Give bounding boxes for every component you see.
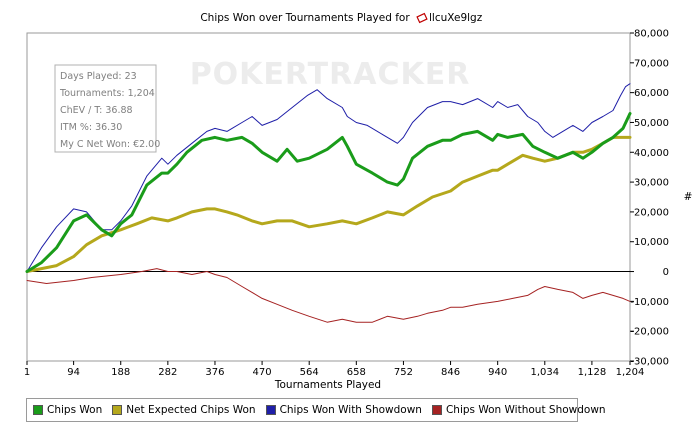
info-box: Days Played: 23 Tournaments: 1,204 ChEV … xyxy=(54,64,160,153)
info-net-won: My C Net Won: €2.00 xyxy=(60,139,160,150)
legend-swatch-with-showdown xyxy=(265,405,276,415)
legend-item-with-showdown[interactable]: Chips Won With Showdown xyxy=(265,404,422,416)
y-tick-label: 10,000 xyxy=(634,237,669,248)
legend-swatch-without-showdown xyxy=(431,405,442,415)
legend-label-chips-won: Chips Won xyxy=(47,404,103,416)
info-days-played: Days Played: 23 xyxy=(60,71,137,82)
x-tick-label: 658 xyxy=(347,367,366,378)
x-tick-label: 188 xyxy=(111,367,130,378)
y-tick-label: 30,000 xyxy=(634,178,669,189)
player-name: llcuXe9lgz xyxy=(429,12,483,24)
x-tick-label: 1 xyxy=(24,367,30,378)
info-tournaments: Tournaments: 1,204 xyxy=(59,88,155,99)
x-tick-label: 752 xyxy=(394,367,413,378)
x-tick-label: 564 xyxy=(300,367,319,378)
x-tick-label: 1,128 xyxy=(578,367,607,378)
player-icon xyxy=(416,12,428,24)
info-itm: ITM %: 36.30 xyxy=(60,122,122,133)
series-line-chips-won xyxy=(25,112,632,273)
legend-swatch-net-expected xyxy=(112,405,123,415)
y-tick-label: -30,000 xyxy=(630,357,669,368)
x-tick-label: 1,204 xyxy=(616,367,645,378)
watermark: POKERTRACKER xyxy=(190,57,471,92)
x-tick-label: 470 xyxy=(253,367,272,378)
legend-swatch-chips-won xyxy=(33,405,43,415)
y-tick-label: 50,000 xyxy=(634,118,669,129)
legend-label-without-showdown: Chips Won Without Showdown xyxy=(445,404,606,416)
y-axis-title: # xyxy=(684,191,693,203)
x-tick-label: 282 xyxy=(158,367,177,378)
legend-label-net-expected: Net Expected Chips Won xyxy=(126,404,256,416)
y-tick-label: 60,000 xyxy=(634,88,669,99)
x-tick-label: 94 xyxy=(67,367,80,378)
x-axis-title: Tournaments Played xyxy=(274,379,381,391)
x-tick-label: 846 xyxy=(441,367,460,378)
series-line-net-expected-chips-won xyxy=(25,135,632,273)
info-chev-per-t: ChEV / T: 36.88 xyxy=(60,105,133,116)
legend: Chips Won Net Expected Chips Won Chips W… xyxy=(26,398,606,422)
series-line-chips-won-with-showdown xyxy=(26,83,631,272)
y-tick-label: 70,000 xyxy=(634,58,669,69)
y-tick-label: 20,000 xyxy=(634,207,669,218)
y-tick-label: 40,000 xyxy=(634,148,669,159)
legend-item-chips-won[interactable]: Chips Won xyxy=(33,404,102,416)
y-tick-label: -20,000 xyxy=(630,327,669,338)
legend-label-with-showdown: Chips Won With Showdown xyxy=(279,404,422,416)
x-tick-label: 1,034 xyxy=(530,367,559,378)
y-tick-label: 80,000 xyxy=(634,29,669,40)
x-tick-label: 940 xyxy=(488,367,507,378)
series-line-chips-won-without-showdown xyxy=(26,268,631,323)
x-tick-label: 376 xyxy=(205,367,224,378)
y-tick-label: 0 xyxy=(663,267,669,278)
y-tick-label: -10,000 xyxy=(630,297,669,308)
chart-title: Chips Won over Tournaments Played for xyxy=(200,12,410,24)
legend-item-net-expected[interactable]: Net Expected Chips Won xyxy=(112,404,256,416)
legend-item-without-showdown[interactable]: Chips Won Without Showdown xyxy=(431,404,606,416)
